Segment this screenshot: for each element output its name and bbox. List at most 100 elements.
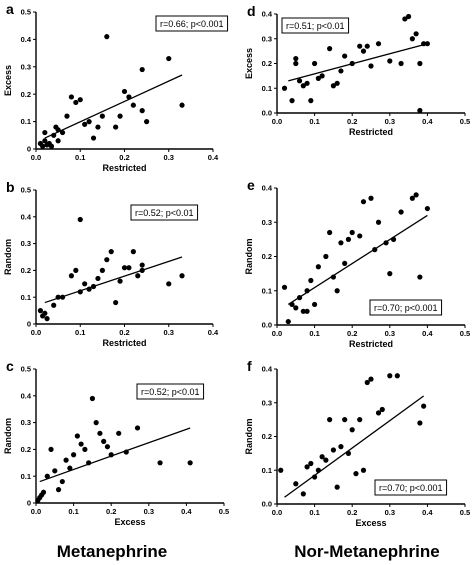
data-point [387,373,393,379]
stat-box [155,15,229,32]
y-tick-label: 0.4 [262,184,273,193]
data-point [319,454,325,460]
data-point [157,460,163,466]
data-point [293,481,299,487]
x-tick-label: 0.0 [31,328,41,337]
data-point [139,262,145,268]
y-tick-label: 0.0 [262,109,272,118]
data-point [304,80,310,86]
data-point [78,441,84,447]
regression-line [39,427,191,483]
x-tick-label: 0.1 [309,117,319,126]
stat-box [369,299,443,316]
data-point [59,129,66,136]
stat-annotation: r=0.52; p<0.01 [141,387,200,397]
y-tick-label: 0.2 [262,252,272,261]
data-point [82,121,88,127]
y-tick-label: 0.3 [262,34,272,43]
data-point [42,138,48,144]
y-tick-label: 0.5 [21,365,31,374]
data-point [44,473,50,479]
data-point [394,373,400,379]
y-tick-label: 0.4 [21,212,32,221]
data-point [63,457,69,463]
data-point [95,124,101,130]
data-point [398,60,404,67]
data-point [308,460,314,467]
data-point [82,281,88,287]
data-point [289,301,295,308]
x-axis-title: Restricted [102,338,146,348]
data-point [130,249,136,255]
data-point [104,444,111,450]
data-point [52,468,58,474]
data-point [319,73,325,79]
y-tick-label: 0.4 [21,391,32,400]
data-point [121,88,128,95]
data-point [139,267,145,273]
data-point [187,460,193,466]
x-axis-title: Excess [355,518,386,528]
data-point [71,452,77,458]
data-point [126,94,132,100]
data-point [59,294,66,300]
y-tick-label: 0.2 [21,90,31,99]
y-tick-label: 0.3 [21,239,31,248]
y-tick-label: 0 [27,320,31,329]
x-tick-label: 0.4 [422,508,433,517]
data-point [101,438,107,444]
x-tick-label: 0.1 [68,507,78,516]
data-point [349,229,355,236]
x-tick-label: 0.0 [272,508,282,517]
data-point [55,138,61,144]
data-point [77,97,83,103]
data-point [42,129,48,136]
regression-line [288,43,428,82]
data-point [312,474,318,480]
x-tick-label: 0.1 [309,329,319,338]
data-point [349,60,355,67]
data-point [357,233,363,239]
data-point [390,236,397,242]
y-tick-label: 0.2 [21,266,31,275]
data-point [368,63,374,69]
data-point [86,119,92,125]
data-point [424,205,430,212]
x-axis-title: Restricted [349,127,393,137]
data-point [304,288,310,294]
data-point [37,308,44,314]
data-point [421,41,427,47]
y-tick-label: 0.1 [262,466,272,475]
y-tick-label: 0.1 [262,286,272,295]
data-point [89,395,95,402]
data-point [90,135,97,141]
data-point [387,58,393,64]
data-point [64,113,70,119]
x-axis-title: Restricted [102,163,146,173]
x-tick-label: 0.2 [347,508,357,517]
data-point [293,55,299,62]
x-axis-title: Excess [114,517,145,527]
stat-annotation: r=0.66; p<0.001 [160,19,224,29]
x-tick-label: 0.5 [460,508,470,517]
regression-line [44,256,183,304]
data-point [315,75,321,81]
data-point [296,78,303,84]
data-point [55,487,62,493]
data-point [330,447,336,453]
stat-box [281,17,350,34]
data-point [73,99,79,106]
regression-line [284,395,425,498]
data-point [315,264,321,270]
data-point [55,294,61,300]
data-point [293,60,299,67]
data-point [166,55,172,62]
y-axis-title: Excess [244,48,254,79]
data-point [398,209,404,215]
y-tick-label: 0.3 [21,418,31,427]
y-axis-title: Random [3,239,13,275]
data-point [338,444,344,450]
data-point [116,430,122,436]
data-point [108,452,114,458]
data-point [353,471,359,477]
